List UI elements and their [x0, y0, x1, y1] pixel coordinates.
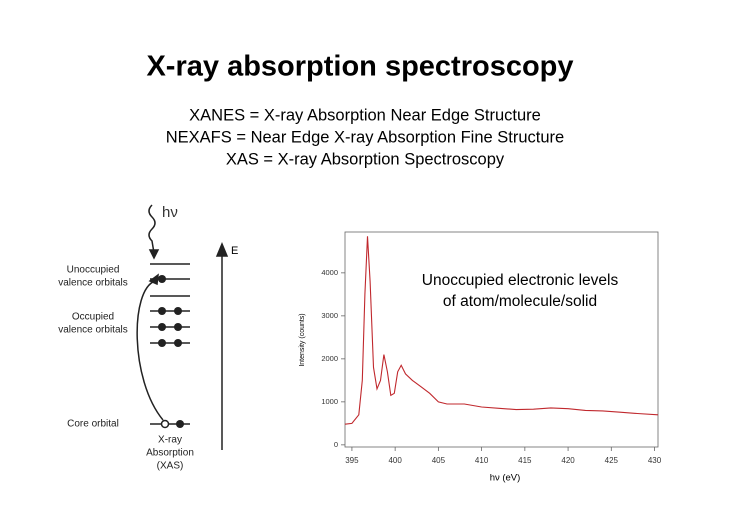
electron: [158, 339, 166, 347]
x-tick-label: 415: [518, 456, 532, 465]
y-tick-label: 4000: [321, 268, 338, 277]
orbital-label: valence orbitals: [58, 278, 127, 289]
electron: [158, 307, 166, 315]
orbital-label: valence orbitals: [58, 325, 127, 336]
x-tick-label: 420: [561, 456, 575, 465]
electron: [158, 275, 166, 283]
x-tick-label: 425: [605, 456, 619, 465]
transition: [136, 280, 164, 421]
process-label: X-ray: [158, 435, 182, 446]
arrowhead: [148, 249, 160, 260]
y-tick-label: 0: [334, 440, 338, 449]
y-tick-label: 2000: [321, 354, 338, 363]
photon-label: hν: [162, 204, 178, 221]
orbital-diagram: [136, 204, 229, 450]
y-tick-label: 1000: [321, 397, 338, 406]
x-tick-label: 405: [432, 456, 446, 465]
orbital-label: Unoccupied: [67, 265, 120, 276]
electron: [174, 323, 182, 331]
hole: [160, 419, 170, 429]
photon-wave: [148, 204, 156, 254]
spectrum-line: [344, 236, 659, 425]
orbital-label: Occupied: [72, 312, 114, 323]
electron: [158, 323, 166, 331]
electron: [174, 307, 182, 315]
annotation: of atom/molecule/solid: [443, 293, 597, 310]
x-tick-label: 430: [648, 456, 662, 465]
definition: NEXAFS = Near Edge X-ray Absorption Fine…: [166, 128, 564, 146]
electron: [176, 420, 184, 428]
y-axis-label: Intensity (counts): [299, 313, 306, 366]
energy-label: E: [231, 245, 238, 257]
orbital-label: Core orbital: [67, 419, 119, 430]
title: X-ray absorption spectroscopy: [146, 51, 573, 83]
definition: XAS = X-ray Absorption Spectroscopy: [226, 150, 505, 168]
x-tick-label: 400: [388, 456, 402, 465]
x-axis-label: hν (eV): [490, 473, 521, 484]
x-tick-label: 410: [475, 456, 489, 465]
process-label: Absorption: [146, 448, 194, 459]
arrowhead: [215, 242, 229, 257]
x-tick-label: 395: [345, 456, 359, 465]
definition: XANES = X-ray Absorption Near Edge Struc…: [189, 106, 541, 124]
y-tick-label: 3000: [321, 311, 338, 320]
electron: [174, 339, 182, 347]
process-label: (XAS): [157, 461, 184, 472]
plot-frame: [344, 231, 659, 448]
annotation: Unoccupied electronic levels: [422, 272, 619, 289]
arrowhead: [148, 273, 159, 286]
